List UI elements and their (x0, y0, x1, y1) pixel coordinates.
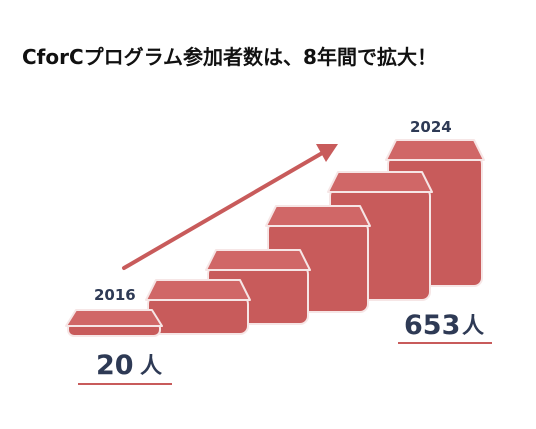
step-top (205, 249, 311, 271)
step-top (265, 205, 371, 227)
step-top (145, 279, 251, 301)
start-unit: 人 (140, 354, 162, 379)
step-top (385, 139, 485, 161)
end-number: 653 (404, 310, 460, 341)
end-unit: 人 (462, 314, 484, 339)
end-year: 2024 (410, 118, 452, 136)
arrow-head (316, 144, 338, 162)
step-top (65, 309, 163, 327)
arrow-shaft (122, 150, 326, 270)
step (147, 295, 249, 335)
title: CforCプログラム参加者数は、8年間で拡大！ (22, 45, 437, 69)
start-number: 20 (96, 350, 134, 381)
steps (65, 139, 485, 337)
start-year: 2016 (94, 286, 136, 304)
step-top (327, 171, 433, 193)
growth-arrow (122, 144, 338, 270)
